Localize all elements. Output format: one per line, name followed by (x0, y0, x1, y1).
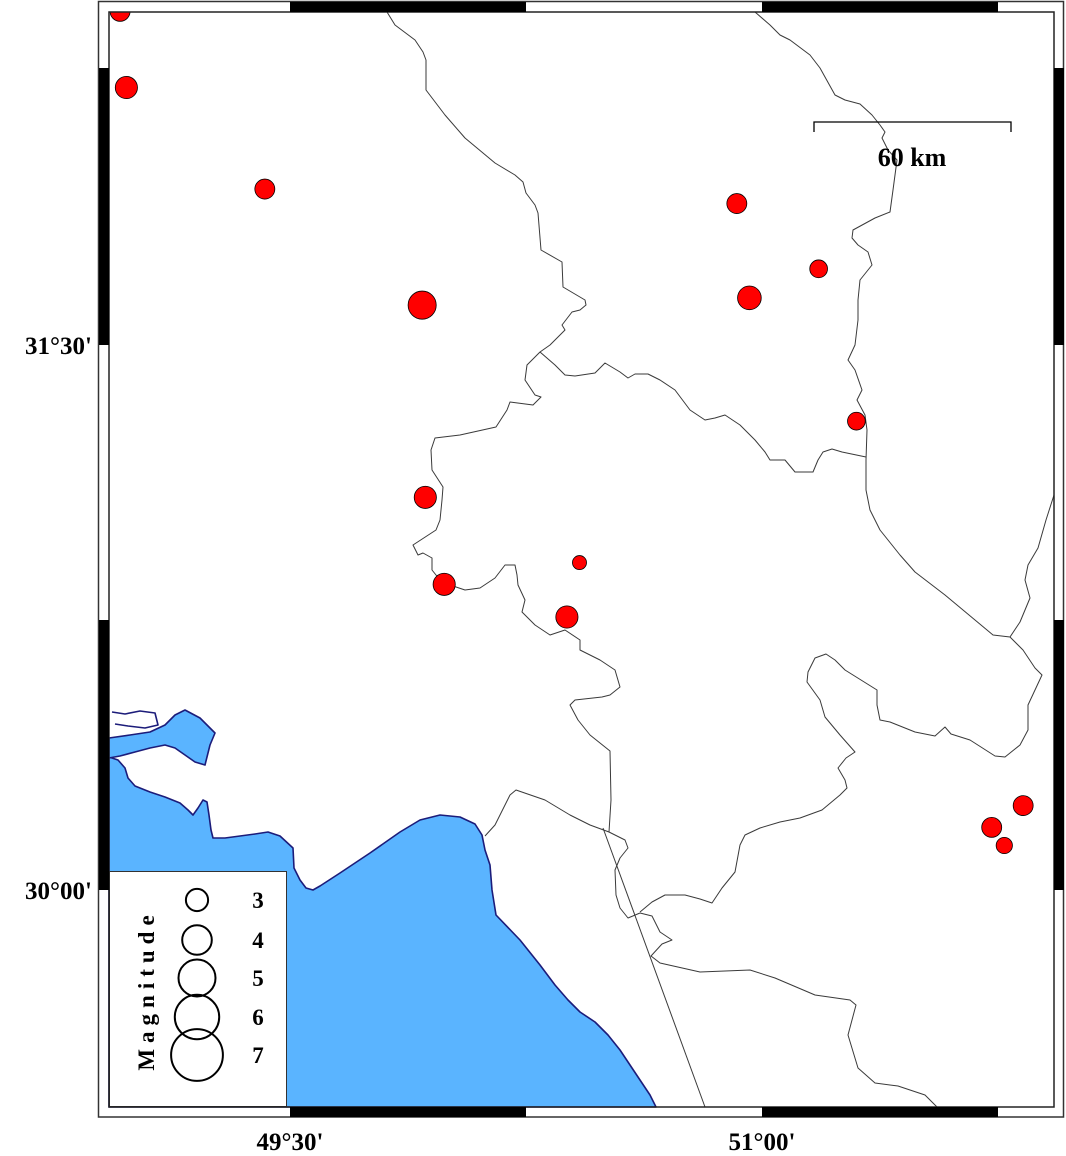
legend-symbol (177, 958, 217, 998)
earthquake-marker (726, 193, 748, 214)
scale-bar-line (813, 121, 1012, 132)
earthquake-marker (981, 816, 1003, 838)
legend-symbol (173, 993, 221, 1041)
province-boundary (539, 351, 867, 473)
province-boundary (1009, 494, 1055, 638)
scale-bar: 60 km (813, 121, 1012, 172)
province-boundary (386, 11, 641, 919)
legend-label: 5 (252, 966, 264, 991)
province-boundary (484, 789, 610, 837)
earthquake-marker (432, 572, 456, 596)
earthquake-layer (109, 12, 1034, 855)
legend-symbol (181, 924, 213, 956)
estuary-water (108, 709, 216, 766)
legend-symbol (184, 887, 210, 913)
earthquake-marker (1012, 795, 1034, 816)
earthquake-marker (114, 76, 138, 100)
province-boundary (639, 11, 1043, 913)
longitude-tick-label: 49°30' (257, 1129, 324, 1156)
magnitude-legend: Magnitude 3 4 5 6 7 (109, 871, 287, 1107)
legend-symbol (170, 1028, 224, 1082)
latitude-tick-label: 30°00' (25, 878, 92, 905)
legend-label: 7 (252, 1043, 264, 1068)
earthquake-marker (809, 259, 828, 279)
legend-label: 4 (252, 928, 264, 953)
earthquake-marker (572, 555, 587, 571)
longitude-tick-label: 51°00' (729, 1129, 796, 1156)
delta-channel (111, 710, 159, 729)
legend-title: Magnitude (134, 909, 159, 1070)
province-boundary (639, 912, 938, 1108)
legend-entries: 3 4 5 6 7 (170, 887, 264, 1082)
province-boundary (602, 827, 706, 1108)
earthquake-marker (555, 605, 579, 629)
boundary-layer (386, 11, 1055, 1108)
earthquake-marker (995, 836, 1013, 855)
earthquake-marker (109, 12, 131, 22)
map-frame (97, 0, 1065, 1118)
legend-label: 3 (252, 888, 264, 913)
scale-bar-label: 60 km (878, 143, 947, 172)
earthquake-marker (254, 178, 276, 200)
latitude-tick-label: 31°30' (25, 333, 92, 360)
earthquake-marker (407, 290, 437, 320)
earthquake-marker (737, 285, 762, 311)
earthquake-marker (847, 411, 866, 431)
legend-label: 6 (252, 1005, 264, 1030)
earthquake-marker (413, 485, 437, 509)
